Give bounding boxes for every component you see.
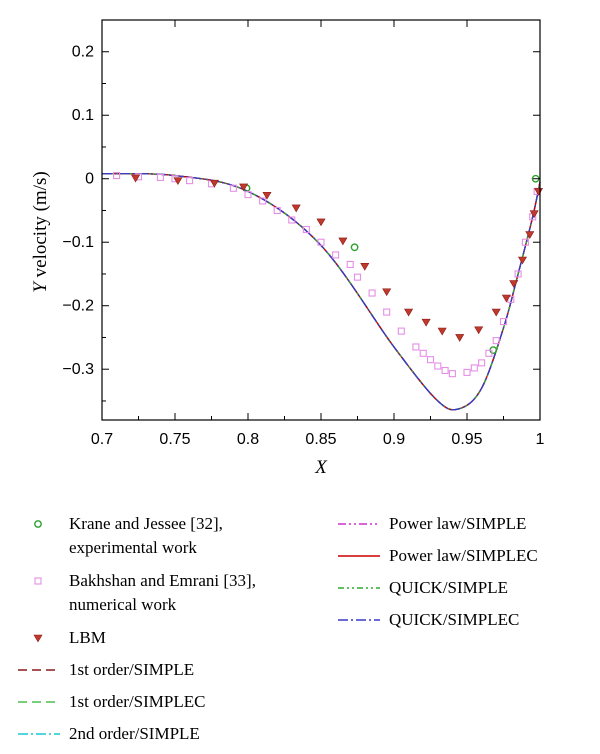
data-point-triangle-down	[382, 288, 392, 297]
series-line	[101, 172, 541, 411]
x-tick-label: 1	[536, 431, 545, 448]
data-point-triangle-down	[421, 318, 431, 327]
data-point-triangle-down	[437, 327, 447, 336]
data-point-square	[113, 172, 121, 180]
data-point-triangle-down	[529, 210, 539, 219]
legend-label: Power law/SIMPLE	[389, 514, 526, 533]
data-point-square	[478, 359, 486, 367]
series-line	[101, 172, 541, 411]
x-tick-label: 0.85	[305, 431, 336, 448]
data-point-triangle-down	[501, 294, 511, 303]
x-tick-label: 0.8	[237, 431, 259, 448]
data-point-square	[499, 318, 508, 326]
data-point-triangle-down	[455, 334, 465, 342]
data-point-square	[317, 238, 325, 246]
legend-swatch-circle	[34, 520, 42, 528]
y-axis-title-rest: velocity (m/s)	[30, 171, 51, 282]
legend-label: 1st order/SIMPLE	[69, 660, 194, 679]
legend-swatch-triangle-down	[33, 634, 43, 643]
data-point-square	[470, 364, 478, 372]
series-line	[101, 172, 541, 411]
legend-label: QUICK/SIMPLEC	[389, 610, 519, 629]
legend-label: Krane and Jessee [32],	[69, 514, 223, 533]
data-point-square	[463, 368, 471, 376]
data-point-triangle-down	[209, 179, 219, 188]
data-point-circle	[350, 243, 359, 252]
data-point-triangle-down	[131, 174, 141, 183]
data-point-square	[156, 173, 164, 182]
x-tick-label: 0.9	[383, 431, 405, 448]
data-point-triangle-down	[173, 177, 183, 186]
x-axis-title: X	[314, 457, 328, 478]
data-point-triangle-down	[316, 218, 326, 227]
data-point-square	[412, 343, 420, 351]
axes-layer: 0.7 0.75 0.8 0.85 0.9 0.95 1 0.2 0.1 0 −0.1 −0.2 −0.…	[62, 19, 545, 448]
x-tick-label: 0.7	[91, 431, 113, 448]
legend-label: 1st order/SIMPLEC	[69, 692, 205, 711]
data-point-square	[332, 251, 340, 259]
legend-label: numerical work	[69, 595, 177, 614]
legend: Krane and Jessee [32], experimental work B…	[18, 514, 538, 743]
data-point-square	[353, 273, 362, 281]
data-point-square	[288, 216, 296, 224]
series-line	[101, 172, 541, 411]
legend-label: Bakhshan and Emrani [33],	[69, 571, 256, 590]
data-point-square	[492, 337, 500, 345]
y-tick-label: −0.3	[62, 361, 94, 378]
data-point-triangle-down	[474, 326, 484, 335]
data-point-square	[229, 184, 237, 192]
data-point-square	[273, 206, 281, 215]
data-point-square	[346, 260, 354, 268]
legend-label: QUICK/SIMPLE	[389, 578, 508, 597]
legend-label: LBM	[69, 628, 106, 647]
data-point-square	[259, 197, 267, 205]
data-point-triangle-down	[525, 231, 535, 239]
data-point-triangle-down	[239, 183, 249, 192]
y-tick-label: −0.2	[62, 298, 94, 315]
y-axis-title: Y velocity (m/s)	[30, 171, 51, 292]
y-tick-label: 0.2	[72, 44, 94, 61]
y-tick-label: −0.1	[62, 234, 94, 251]
data-point-triangle-down	[509, 280, 519, 288]
data-point-square	[485, 349, 493, 357]
data-point-square	[186, 177, 194, 185]
y-axis-title-italic: Y	[30, 280, 51, 293]
series-layer	[101, 172, 544, 411]
series-line	[101, 172, 541, 411]
data-point-square	[441, 366, 449, 375]
data-point-triangle-down	[291, 204, 301, 213]
data-point-square	[426, 356, 435, 364]
legend-swatch-square	[34, 577, 42, 585]
data-point-triangle-down	[262, 191, 272, 200]
legend-label: experimental work	[69, 538, 197, 557]
data-point-triangle-down	[338, 237, 348, 246]
data-point-triangle-down	[517, 256, 528, 265]
data-point-square	[302, 225, 310, 234]
data-point-triangle-down	[404, 308, 414, 317]
y-tick-label: 0	[85, 171, 94, 188]
y-tick-label: 0.1	[72, 107, 94, 124]
data-point-square	[397, 327, 405, 335]
series-line	[101, 172, 541, 411]
data-point-square	[448, 370, 456, 378]
legend-label: 2nd order/SIMPLE	[69, 724, 200, 743]
data-point-square	[514, 270, 522, 278]
data-point-square	[434, 362, 442, 370]
data-point-square	[383, 308, 391, 316]
x-tick-label: 0.75	[159, 431, 190, 448]
data-point-triangle-down	[360, 263, 370, 271]
data-point-square	[419, 349, 427, 357]
data-point-square	[521, 238, 529, 246]
legend-label: Power law/SIMPLEC	[389, 546, 538, 565]
data-point-triangle-down	[491, 308, 501, 317]
series-line	[101, 172, 541, 411]
series-line	[101, 172, 541, 411]
data-point-square	[368, 289, 376, 297]
data-point-square	[244, 191, 252, 199]
x-tick-label: 0.95	[451, 431, 482, 448]
